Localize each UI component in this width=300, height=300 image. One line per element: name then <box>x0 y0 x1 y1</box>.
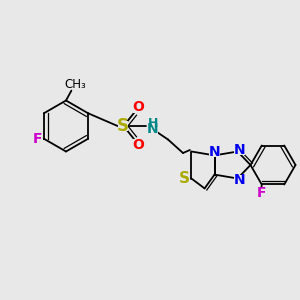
FancyBboxPatch shape <box>178 173 189 184</box>
Text: H: H <box>148 116 158 130</box>
Text: F: F <box>33 132 43 146</box>
FancyBboxPatch shape <box>133 102 144 113</box>
FancyBboxPatch shape <box>32 133 43 144</box>
FancyBboxPatch shape <box>256 188 267 198</box>
Text: CH₃: CH₃ <box>64 77 86 91</box>
FancyBboxPatch shape <box>148 124 158 134</box>
FancyBboxPatch shape <box>234 175 244 185</box>
FancyBboxPatch shape <box>234 145 244 155</box>
Text: O: O <box>133 138 145 152</box>
FancyBboxPatch shape <box>118 121 128 131</box>
FancyBboxPatch shape <box>133 139 144 150</box>
Text: N: N <box>233 143 245 157</box>
FancyBboxPatch shape <box>209 146 220 157</box>
Text: S: S <box>178 171 189 186</box>
Text: F: F <box>256 186 266 200</box>
FancyBboxPatch shape <box>148 118 158 128</box>
Text: O: O <box>133 100 145 114</box>
Text: N: N <box>209 145 220 159</box>
Text: N: N <box>147 122 159 136</box>
Text: S: S <box>117 117 129 135</box>
Text: N: N <box>233 173 245 187</box>
